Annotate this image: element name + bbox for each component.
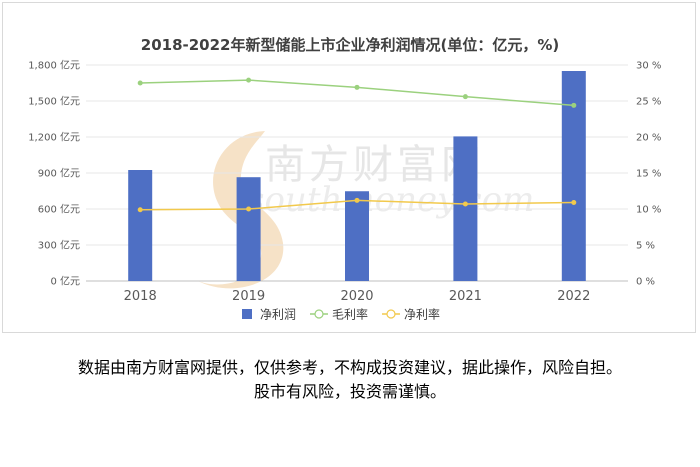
data-point xyxy=(246,206,252,212)
disclaimer: 数据由南方财富网提供，仅供参考，不构成投资建议，据此操作，风险自担。 股市有风险… xyxy=(40,356,660,404)
legend-label: 毛利率 xyxy=(332,307,368,322)
bar xyxy=(345,191,369,281)
series-line xyxy=(140,79,574,107)
watermark-en: southmoney.com xyxy=(247,180,534,220)
x-tick-label: 2018 xyxy=(124,289,157,304)
data-point xyxy=(571,102,577,108)
y-right-tick-label: 20 % xyxy=(636,133,661,144)
y-right-tick-label: 30 % xyxy=(636,61,661,72)
bar-series xyxy=(128,71,586,281)
bar xyxy=(128,170,153,281)
y-right-tick-label: 10 % xyxy=(636,205,661,216)
legend-marker xyxy=(314,309,324,319)
x-tick-label: 2021 xyxy=(449,289,482,304)
bar xyxy=(453,136,478,281)
y-left-tick-label: 1,800 亿元 xyxy=(28,59,80,72)
data-point xyxy=(462,94,468,100)
data-point xyxy=(354,84,360,90)
y-right-tick-label: 0 % xyxy=(636,277,655,288)
y-axis-right: 0 % 5 % 10 % 15 % 20 % 25 % 30 % xyxy=(636,61,661,288)
y-right-tick-label: 25 % xyxy=(636,97,661,108)
chart-svg: 2018-2022年新型储能上市企业净利润情况(单位：亿元，%) 南方财富网 s… xyxy=(28,36,661,322)
y-left-tick-label: 900 亿元 xyxy=(38,167,80,180)
bar xyxy=(236,177,261,281)
legend-label: 净利率 xyxy=(404,307,440,322)
disclaimer-line-2: 股市有风险，投资需谨慎。 xyxy=(253,382,446,401)
x-tick-label: 2022 xyxy=(557,289,590,304)
data-point xyxy=(571,200,577,206)
legend: 净利润 毛利率 净利率 xyxy=(242,307,440,322)
y-left-tick-label: 0 亿元 xyxy=(50,275,80,288)
data-point xyxy=(246,77,252,83)
data-point xyxy=(462,201,468,207)
y-left-tick-label: 600 亿元 xyxy=(38,203,80,216)
y-left-tick-label: 300 亿元 xyxy=(38,239,80,252)
y-left-tick-label: 1,200 亿元 xyxy=(28,131,80,144)
legend-marker xyxy=(386,309,396,319)
x-tick-label: 2019 xyxy=(232,289,265,304)
legend-swatch xyxy=(242,309,252,319)
x-tick-label: 2020 xyxy=(340,289,373,304)
legend-label: 净利润 xyxy=(260,308,296,322)
watermark-cn: 南方财富网 xyxy=(265,142,485,188)
line-series xyxy=(137,77,577,213)
data-point xyxy=(137,80,143,86)
watermark: 南方财富网 southmoney.com xyxy=(198,131,534,289)
bar xyxy=(561,71,586,281)
disclaimer-line-1: 数据由南方财富网提供，仅供参考，不构成投资建议，据此操作，风险自担。 xyxy=(77,358,622,377)
x-axis: 2018 2019 2020 2021 2022 xyxy=(124,289,591,304)
y-axis-left: 0 亿元 300 亿元 600 亿元 900 亿元 1,200 亿元 1,500 亿元 1,… xyxy=(28,59,80,288)
chart-container: 2018-2022年新型储能上市企业净利润情况(单位：亿元，%) 南方财富网 s… xyxy=(2,2,696,333)
y-left-tick-label: 1,500 亿元 xyxy=(28,95,80,108)
data-point xyxy=(354,197,360,203)
y-right-tick-label: 5 % xyxy=(636,241,655,252)
y-right-tick-label: 15 % xyxy=(636,169,661,180)
chart-title: 2018-2022年新型储能上市企业净利润情况(单位：亿元，%) xyxy=(141,36,559,54)
data-point xyxy=(137,207,143,213)
